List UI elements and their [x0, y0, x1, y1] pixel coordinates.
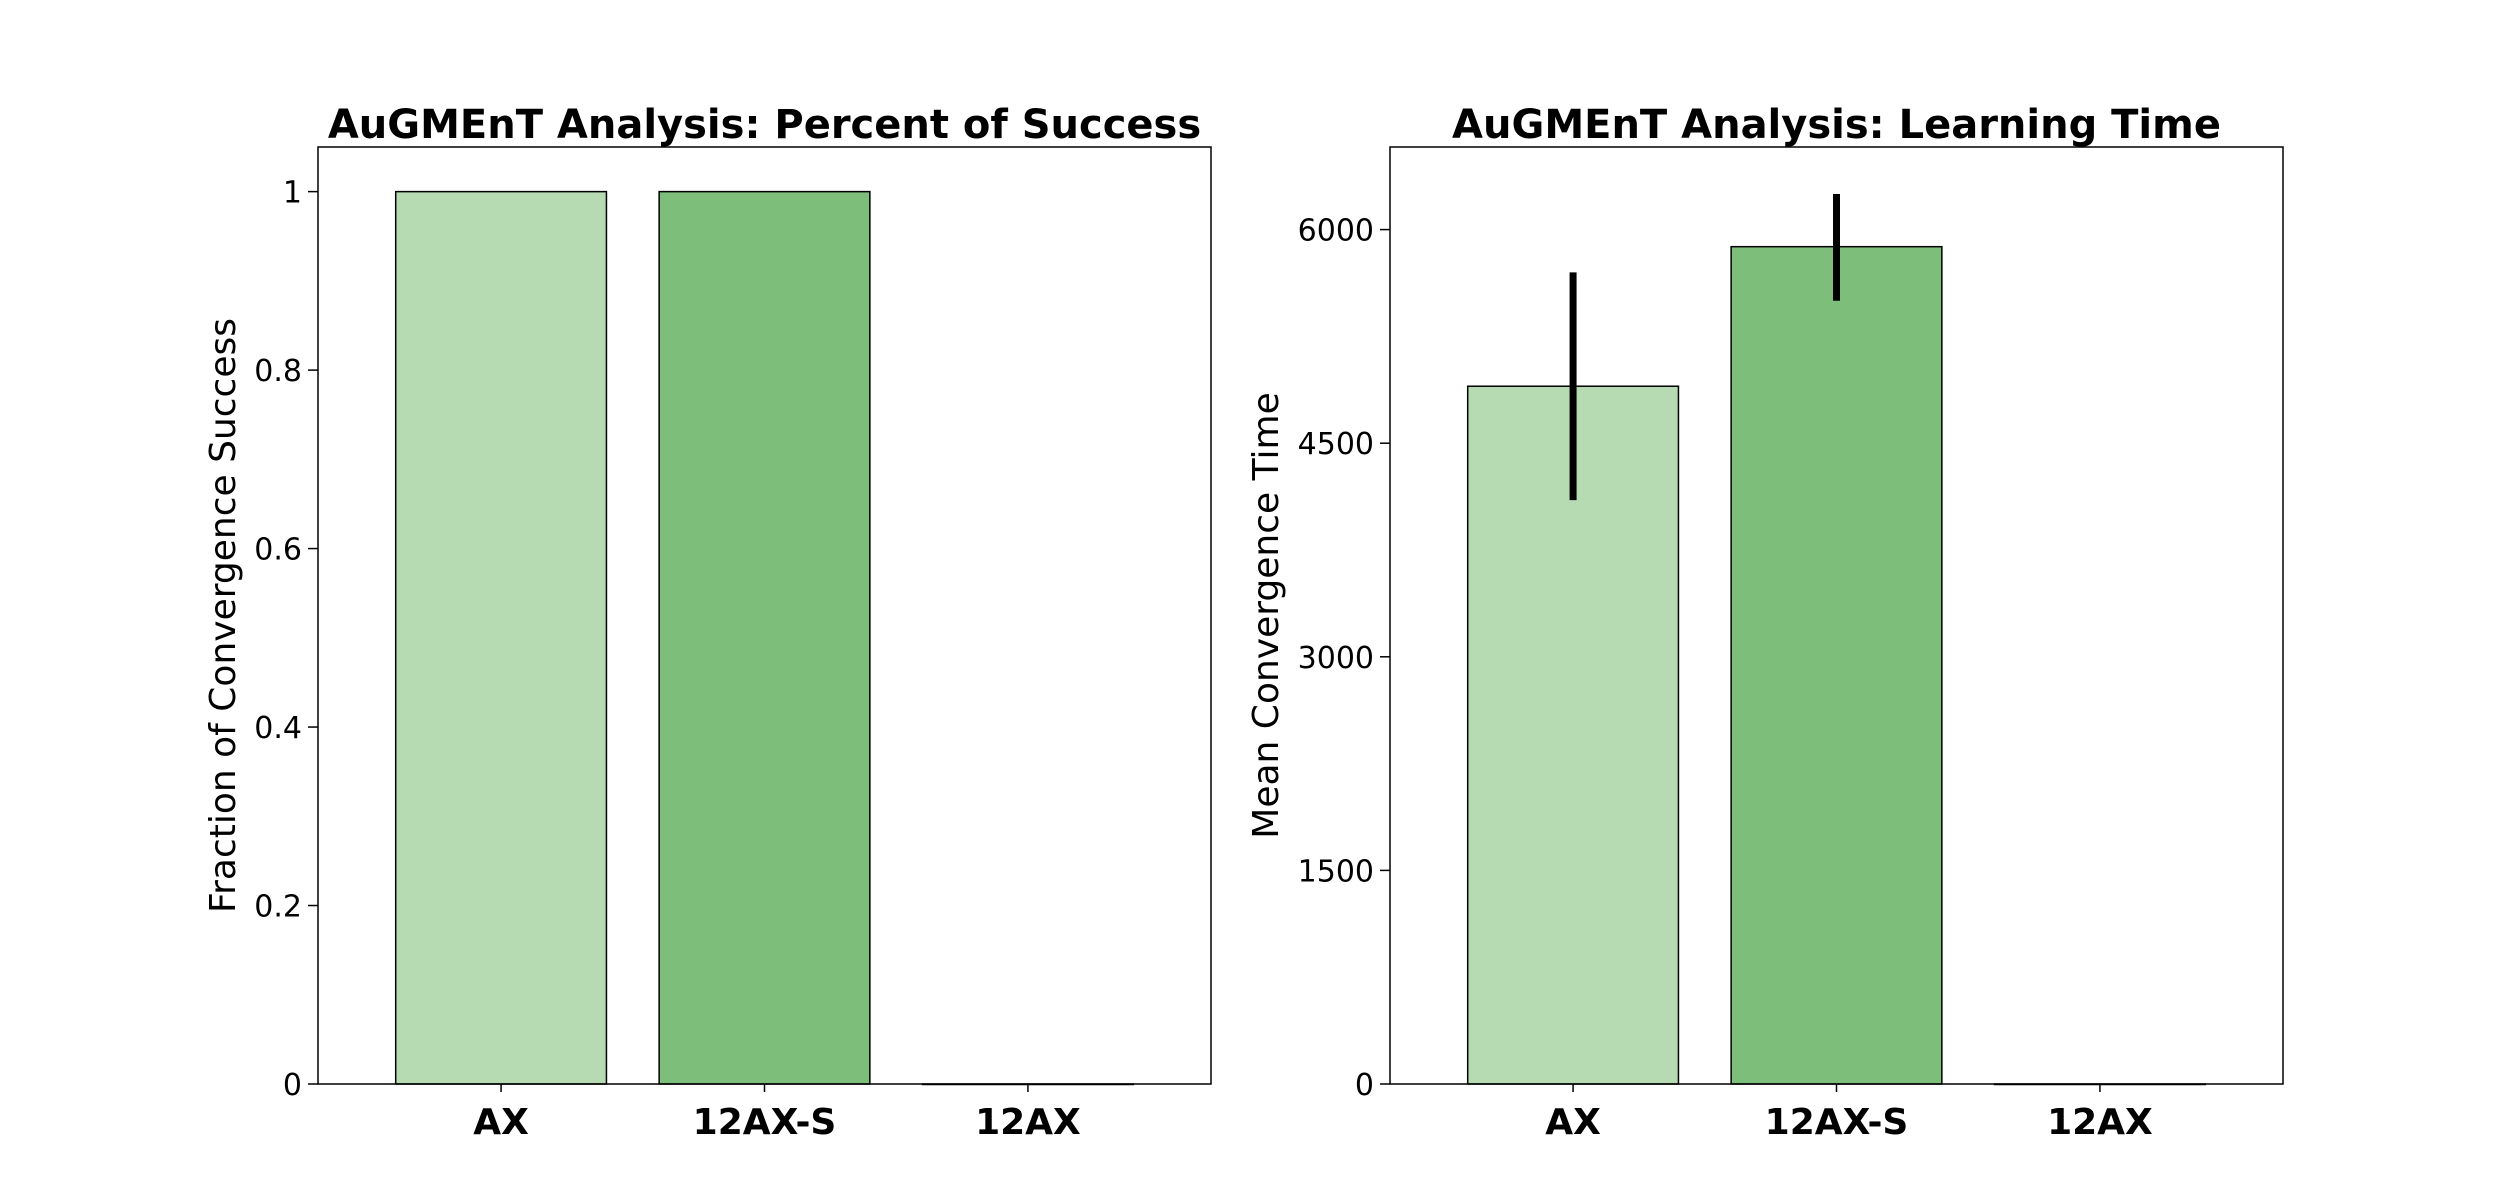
- chart-1: AuGMEnT Analysis: Percent of Success Frac…: [203, 102, 1212, 1143]
- y-tick-label: 6000: [1298, 214, 1374, 249]
- chart-title: AuGMEnT Analysis: Percent of Success: [328, 102, 1201, 148]
- bar-12ax-s: [658, 190, 871, 1085]
- y-tick-label: 0.2: [254, 890, 302, 925]
- y-axis-label: Mean Convergence Time: [1246, 392, 1287, 838]
- plot-frame: [1389, 146, 2284, 1085]
- y-tick-label: 4500: [1298, 427, 1374, 462]
- y-tick-label: 0.8: [254, 354, 302, 389]
- x-tick-label: 12AX: [975, 1102, 1081, 1143]
- y-axis-label: Fraction of Convergence Success: [203, 318, 244, 913]
- bar-ax: [394, 190, 608, 1085]
- y-tick-label: 0.6: [254, 533, 302, 568]
- y-tick-label: 3000: [1298, 641, 1374, 676]
- chart-title: AuGMEnT Analysis: Learning Time: [1452, 102, 2221, 148]
- x-tick-label: AX: [473, 1102, 529, 1143]
- chart-2: AuGMEnT Analysis: Learning Time Mean Conv…: [1246, 102, 2284, 1143]
- x-tick-label: AX: [1545, 1102, 1601, 1143]
- bar-12ax-s: [1730, 245, 1943, 1085]
- plot-frame: [317, 146, 1212, 1085]
- x-tick-label: 12AX-S: [1765, 1102, 1909, 1143]
- y-tick-label: 1500: [1298, 854, 1374, 889]
- x-tick-label: 12AX-S: [693, 1102, 837, 1143]
- x-tick-label: 12AX: [2047, 1102, 2153, 1143]
- bar-ax: [1466, 385, 1680, 1085]
- y-tick-label: 0: [1355, 1068, 1374, 1103]
- y-tick-label: 0.4: [254, 711, 302, 746]
- y-tick-label: 0: [283, 1068, 302, 1103]
- y-tick-label: 1: [283, 176, 302, 211]
